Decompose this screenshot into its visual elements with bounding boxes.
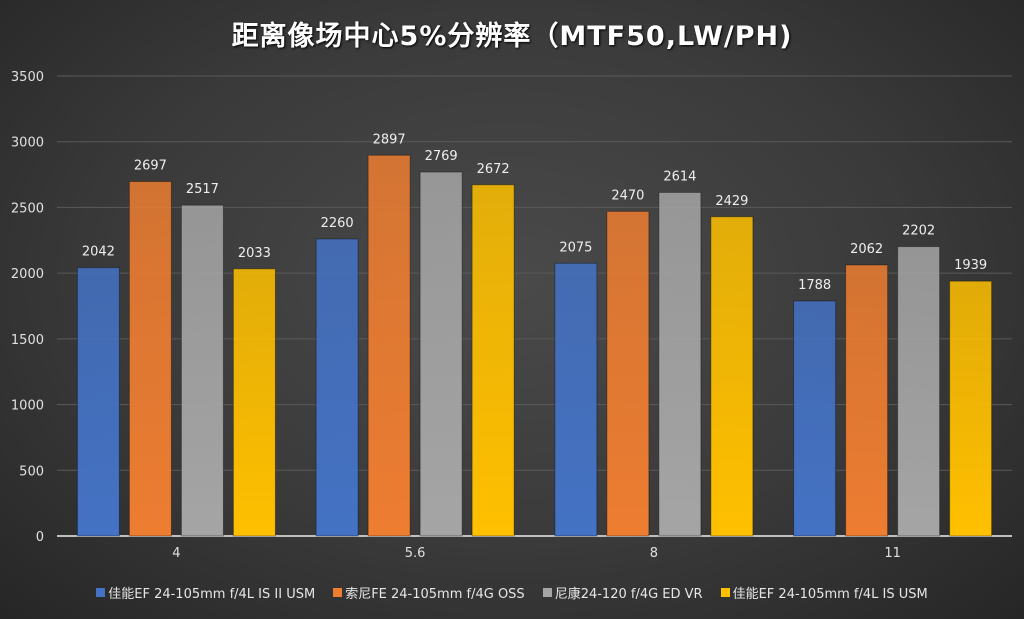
bar [76, 267, 120, 537]
legend-swatch [720, 588, 730, 597]
y-tick-label: 3500 [11, 70, 44, 85]
legend-label: 佳能EF 24-105mm f/4L IS II USM [108, 587, 316, 602]
y-tick-label: 2000 [11, 267, 44, 282]
data-label: 2897 [373, 132, 406, 147]
legend-label: 佳能EF 24-105mm f/4L IS USM [732, 587, 928, 602]
data-label: 1788 [798, 278, 831, 293]
y-tick-label: 0 [36, 530, 44, 545]
legend-item: 尼康24-120 f/4G ED VR [542, 583, 703, 602]
data-labels: 2042 2697 2517 2033 2260 2897 2769 2672 2075 2470… [82, 132, 987, 293]
bar [897, 246, 941, 537]
y-tick-label: 1000 [11, 399, 44, 414]
x-tick-label: 11 [884, 546, 901, 561]
x-axis-ticks: 4 5.6 8 11 [172, 546, 901, 561]
data-label: 2614 [663, 169, 696, 184]
data-label: 2260 [321, 216, 354, 231]
legend-swatch [333, 588, 343, 597]
x-tick-label: 5.6 [405, 546, 426, 561]
data-label: 2429 [715, 194, 748, 209]
bars [76, 154, 993, 537]
data-label: 2769 [425, 149, 458, 164]
bar [658, 191, 702, 537]
legend-label: 索尼FE 24-105mm f/4G OSS [345, 587, 525, 602]
bar [419, 171, 463, 537]
data-label: 2075 [559, 240, 592, 255]
bar [315, 238, 359, 537]
legend-item: 佳能EF 24-105mm f/4L IS II USM [96, 583, 315, 602]
bar [232, 268, 276, 537]
bar [367, 154, 411, 537]
legend-swatch [542, 588, 552, 597]
bar [554, 262, 598, 537]
x-tick-label: 4 [172, 546, 180, 561]
data-label: 1939 [954, 258, 987, 273]
bar [128, 181, 172, 537]
x-tick-label: 8 [650, 546, 658, 561]
bar [949, 280, 993, 537]
legend: 佳能EF 24-105mm f/4L IS II USM 索尼FE 24-105m… [0, 583, 1024, 602]
bar [180, 204, 224, 537]
y-tick-label: 2500 [11, 201, 44, 216]
y-tick-label: 1500 [11, 333, 44, 348]
legend-label: 尼康24-120 f/4G ED VR [554, 587, 703, 602]
bar [845, 264, 889, 537]
bar [471, 184, 515, 537]
legend-item: 索尼FE 24-105mm f/4G OSS [333, 583, 525, 602]
legend-swatch [96, 588, 106, 597]
data-label: 2517 [186, 182, 219, 197]
y-tick-label: 500 [19, 464, 44, 479]
bar [793, 300, 837, 537]
data-label: 2202 [902, 224, 935, 239]
data-label: 2033 [238, 246, 271, 261]
y-axis-ticks: 0 500 1000 1500 2000 2500 3000 3500 [11, 70, 44, 545]
data-label: 2697 [134, 159, 167, 174]
data-label: 2672 [477, 162, 510, 177]
y-tick-label: 3000 [11, 136, 44, 151]
data-label: 2470 [611, 188, 644, 203]
bar [606, 210, 650, 537]
chart-title: 距离像场中心5%分辨率（MTF50,LW/PH) [231, 21, 793, 52]
data-label: 2042 [82, 245, 115, 260]
bar [710, 216, 754, 537]
legend-item: 佳能EF 24-105mm f/4L IS USM [720, 583, 928, 602]
data-label: 2062 [850, 242, 883, 257]
